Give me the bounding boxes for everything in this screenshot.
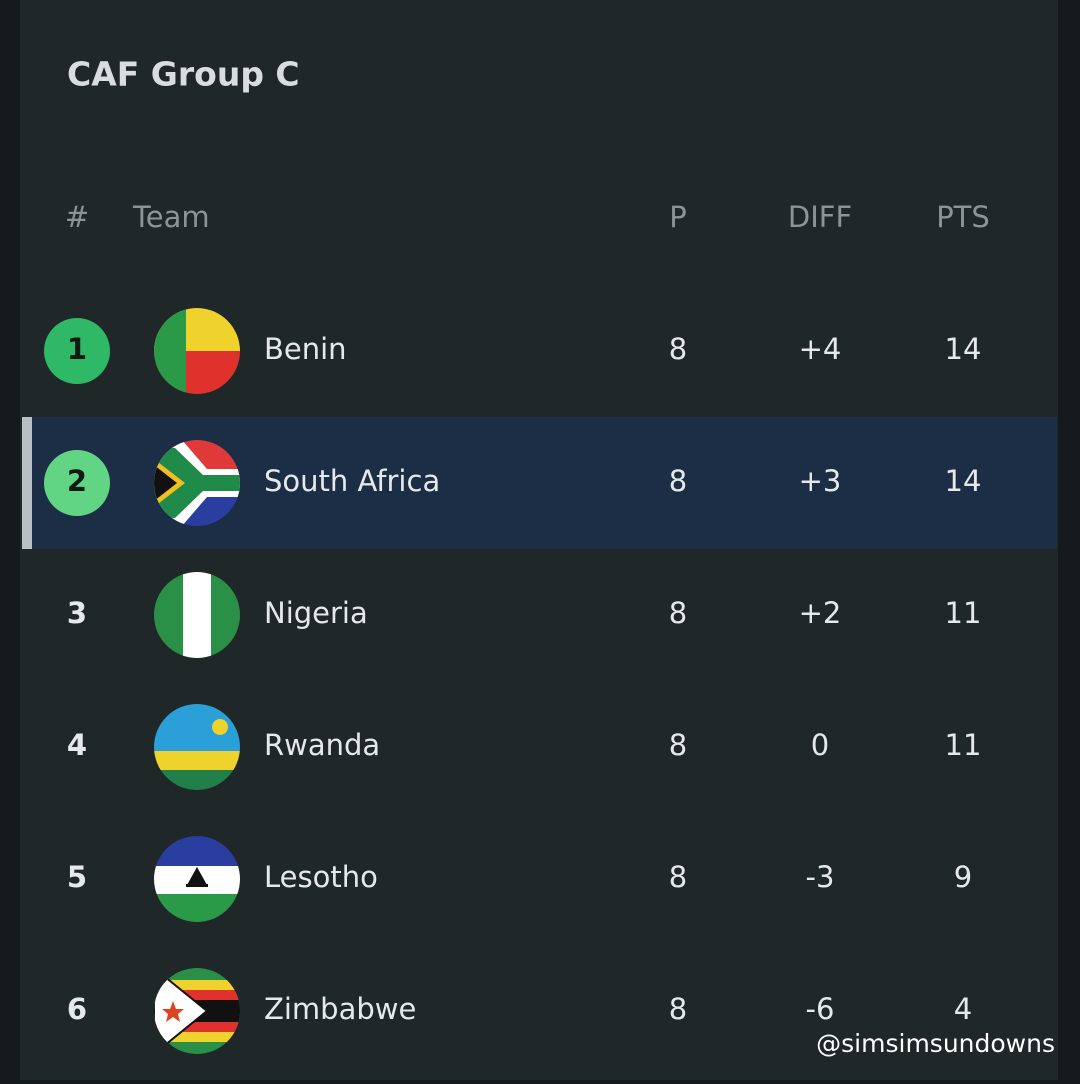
flag-shape: [154, 990, 240, 1000]
goal-diff: +2: [799, 596, 842, 630]
played: 8: [669, 464, 687, 498]
team-flag: [154, 440, 240, 526]
column-header: DIFF: [788, 200, 852, 234]
flag-shape: [154, 448, 240, 518]
flag-art: [154, 572, 240, 658]
goal-diff: +3: [799, 464, 842, 498]
points: 14: [945, 332, 982, 366]
rank-badge: [44, 450, 110, 516]
flag-art: [154, 440, 240, 526]
team-name: Benin: [264, 332, 347, 366]
team-name: Lesotho: [264, 860, 378, 894]
flag-shape: [154, 1022, 240, 1032]
flag-shape: [162, 1001, 184, 1022]
rank: 1: [67, 332, 87, 366]
team-name: Zimbabwe: [264, 992, 416, 1026]
goal-diff: -3: [806, 860, 835, 894]
team-name: Rwanda: [264, 728, 380, 762]
team-flag: [154, 836, 240, 922]
flag-shape: [154, 751, 240, 770]
flag-art: [154, 704, 240, 790]
flag-art: [154, 836, 240, 922]
points: 11: [945, 596, 982, 630]
flag-art: [154, 308, 240, 394]
column-header: P: [669, 200, 687, 234]
points: 9: [954, 860, 972, 894]
team-flag: [154, 308, 240, 394]
row-highlight-bar: [22, 417, 32, 549]
rank: 5: [67, 860, 87, 894]
table-title: CAF Group C: [67, 55, 300, 94]
goal-diff: +4: [799, 332, 842, 366]
flag-shape: [154, 980, 240, 990]
column-header: #: [65, 200, 89, 234]
team-flag: [154, 704, 240, 790]
played: 8: [669, 596, 687, 630]
flag-shape: [187, 867, 207, 885]
goal-diff: 0: [811, 728, 829, 762]
points: 4: [954, 992, 972, 1026]
played: 8: [669, 332, 687, 366]
goal-diff: -6: [806, 992, 835, 1026]
team-flag: [154, 968, 240, 1054]
column-header: Team: [132, 200, 210, 234]
played: 8: [669, 860, 687, 894]
rank: 3: [67, 596, 87, 630]
flag-shape: [154, 465, 177, 501]
team-flag: [154, 572, 240, 658]
flag-shape: [183, 572, 211, 658]
rank: 4: [67, 728, 87, 762]
rank: 2: [67, 464, 87, 498]
flag-shape: [186, 884, 208, 887]
column-header: PTS: [936, 200, 990, 234]
rank: 6: [67, 992, 87, 1026]
flag-shape: [212, 719, 228, 735]
flag-shape: [154, 1032, 240, 1042]
team-name: South Africa: [264, 464, 440, 498]
played: 8: [669, 992, 687, 1026]
rank-badge: [44, 318, 110, 384]
points: 11: [945, 728, 982, 762]
points: 14: [945, 464, 982, 498]
team-name: Nigeria: [264, 596, 368, 630]
watermark: @simsimsundowns: [816, 1029, 1055, 1058]
played: 8: [669, 728, 687, 762]
flag-art: [154, 968, 240, 1054]
